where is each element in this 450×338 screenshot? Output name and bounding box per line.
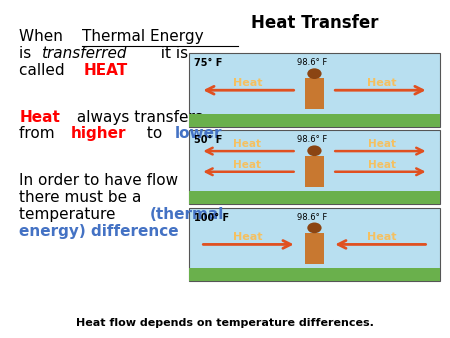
- Text: HEAT: HEAT: [84, 63, 128, 78]
- Text: 100° F: 100° F: [194, 213, 229, 223]
- Text: 98.6° F: 98.6° F: [297, 58, 327, 67]
- Text: to: to: [142, 126, 167, 141]
- Text: Heat Transfer: Heat Transfer: [251, 14, 378, 32]
- Text: always transfers: always transfers: [72, 110, 202, 124]
- Text: Heat: Heat: [368, 160, 396, 170]
- Text: it is: it is: [151, 46, 188, 61]
- Text: transferred: transferred: [41, 46, 127, 61]
- Text: Thermal Energy: Thermal Energy: [82, 29, 203, 44]
- Text: energy) difference: energy) difference: [19, 223, 179, 239]
- Text: When: When: [19, 29, 68, 44]
- Text: In order to have flow: In order to have flow: [19, 173, 178, 188]
- FancyBboxPatch shape: [189, 208, 440, 281]
- Text: higher: higher: [71, 126, 127, 141]
- Text: Heat: Heat: [367, 77, 396, 88]
- Circle shape: [307, 222, 322, 233]
- FancyBboxPatch shape: [305, 155, 324, 187]
- Text: called: called: [19, 63, 70, 78]
- Text: Heat: Heat: [233, 232, 262, 242]
- FancyBboxPatch shape: [189, 130, 440, 204]
- FancyBboxPatch shape: [305, 78, 324, 110]
- FancyBboxPatch shape: [189, 114, 440, 127]
- Text: from: from: [19, 126, 60, 141]
- FancyBboxPatch shape: [189, 53, 440, 127]
- Text: temperature: temperature: [19, 207, 121, 222]
- Text: Heat flow depends on temperature differences.: Heat flow depends on temperature differe…: [76, 318, 374, 328]
- Text: Heat: Heat: [367, 232, 396, 242]
- Text: is: is: [19, 46, 36, 61]
- Text: 98.6° F: 98.6° F: [297, 213, 327, 222]
- Text: 75° F: 75° F: [194, 58, 222, 68]
- Text: Heat: Heat: [234, 139, 261, 149]
- Text: (thermal: (thermal: [149, 207, 224, 222]
- FancyBboxPatch shape: [305, 233, 324, 264]
- Text: lower: lower: [175, 126, 222, 141]
- Text: 50° F: 50° F: [194, 136, 222, 145]
- Circle shape: [307, 145, 322, 156]
- Circle shape: [307, 68, 322, 79]
- Text: Heat: Heat: [234, 160, 261, 170]
- FancyBboxPatch shape: [189, 191, 440, 204]
- FancyBboxPatch shape: [189, 268, 440, 281]
- Text: there must be a: there must be a: [19, 190, 142, 205]
- Text: Heat: Heat: [19, 110, 60, 124]
- Text: Heat: Heat: [368, 139, 396, 149]
- Text: 98.6° F: 98.6° F: [297, 136, 327, 144]
- Text: Heat: Heat: [233, 77, 262, 88]
